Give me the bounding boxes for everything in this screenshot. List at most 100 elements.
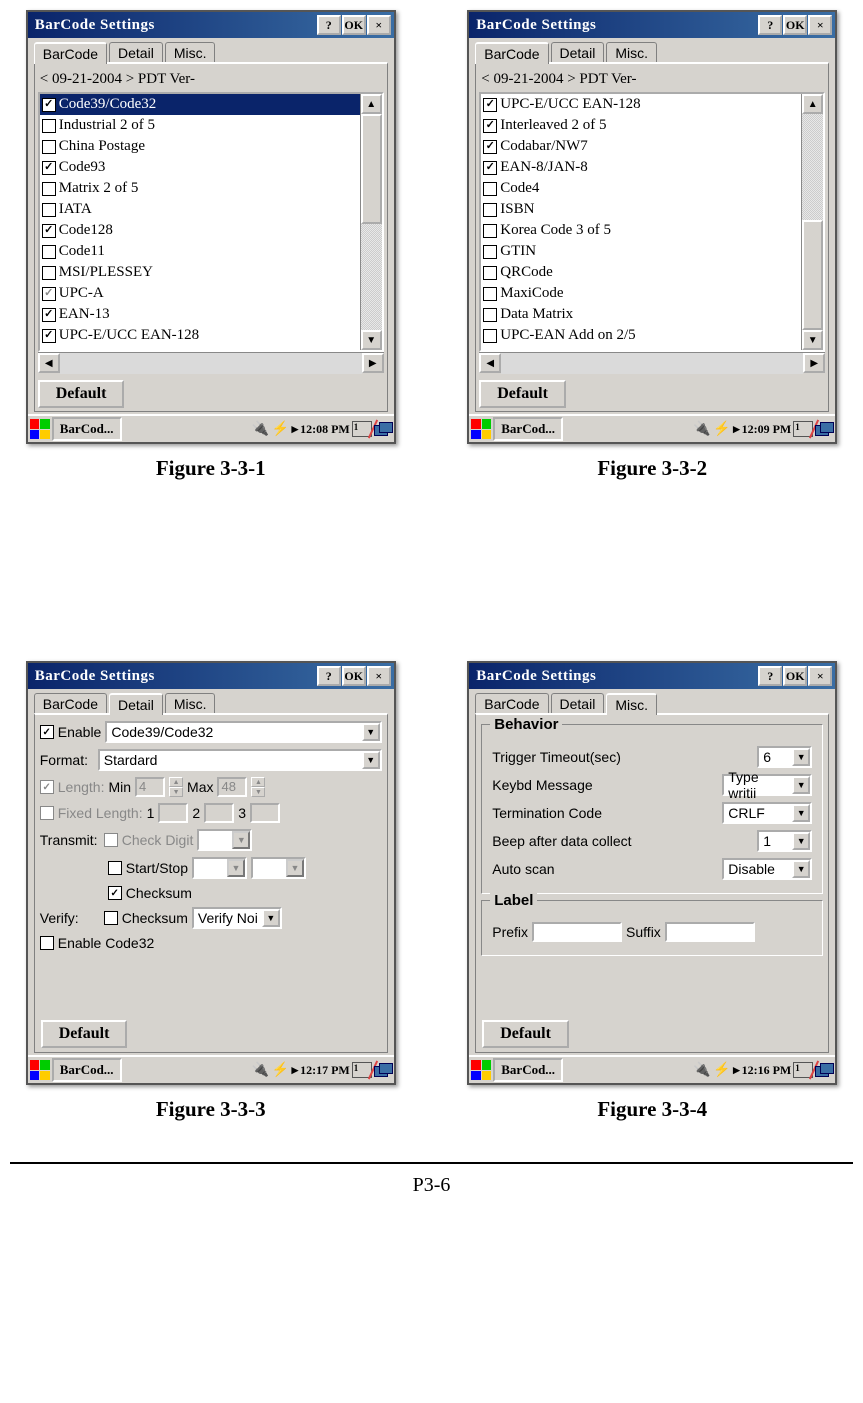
- taskbar-app-button[interactable]: BarCod...: [493, 1058, 563, 1082]
- help-button[interactable]: ?: [758, 15, 782, 35]
- start-icon[interactable]: [30, 1060, 50, 1080]
- tab-detail[interactable]: Detail: [551, 693, 605, 715]
- termination-dropdown[interactable]: CRLF▼: [722, 802, 812, 824]
- list-item[interactable]: Code93: [40, 157, 360, 178]
- close-button[interactable]: ×: [367, 15, 391, 35]
- scroll-up-icon[interactable]: ▲: [802, 94, 823, 114]
- item-checkbox[interactable]: [483, 245, 497, 259]
- keyboard-icon[interactable]: 1: [793, 421, 813, 437]
- default-button[interactable]: Default: [482, 1020, 569, 1048]
- close-button[interactable]: ×: [808, 666, 832, 686]
- tab-misc[interactable]: Misc.: [606, 42, 657, 64]
- start-icon[interactable]: [471, 1060, 491, 1080]
- list-item[interactable]: QRCode: [481, 262, 801, 283]
- tab-barcode[interactable]: BarCode: [475, 42, 548, 64]
- close-button[interactable]: ×: [808, 15, 832, 35]
- list-item[interactable]: UPC-E/UCC EAN-128: [40, 325, 360, 346]
- ok-button[interactable]: OK: [783, 666, 807, 686]
- scroll-down-icon[interactable]: ▼: [361, 330, 382, 350]
- chevron-down-icon[interactable]: ▼: [792, 776, 810, 794]
- taskbar-app-button[interactable]: BarCod...: [52, 1058, 122, 1082]
- list-item[interactable]: Code39/Code32: [40, 94, 360, 115]
- tab-misc[interactable]: Misc.: [606, 693, 657, 715]
- scroll-up-icon[interactable]: ▲: [361, 94, 382, 114]
- scroll-right-icon[interactable]: ▶: [803, 353, 825, 373]
- keyboard-icon[interactable]: 1: [352, 421, 372, 437]
- list-item[interactable]: ISBN: [481, 199, 801, 220]
- tab-misc[interactable]: Misc.: [165, 693, 216, 715]
- list-item[interactable]: Code4: [481, 178, 801, 199]
- list-item[interactable]: Code11: [40, 241, 360, 262]
- checksum-transmit-checkbox[interactable]: [108, 886, 122, 900]
- ok-button[interactable]: OK: [342, 666, 366, 686]
- item-checkbox[interactable]: [42, 182, 56, 196]
- close-button[interactable]: ×: [367, 666, 391, 686]
- item-checkbox[interactable]: [42, 224, 56, 238]
- item-checkbox[interactable]: [483, 329, 497, 343]
- help-button[interactable]: ?: [758, 666, 782, 686]
- horizontal-scrollbar[interactable]: ◀ ▶: [479, 352, 825, 374]
- item-checkbox[interactable]: [483, 203, 497, 217]
- item-checkbox[interactable]: [483, 98, 497, 112]
- list-item[interactable]: MaxiCode: [481, 283, 801, 304]
- tab-detail[interactable]: Detail: [551, 42, 605, 64]
- list-item[interactable]: UPC-EAN Add on 2/5: [481, 325, 801, 346]
- item-checkbox[interactable]: [42, 119, 56, 133]
- ok-button[interactable]: OK: [783, 15, 807, 35]
- list-item[interactable]: UPC-A: [40, 283, 360, 304]
- chevron-down-icon[interactable]: ▼: [262, 909, 280, 927]
- list-item[interactable]: Matrix 2 of 5: [40, 178, 360, 199]
- item-checkbox[interactable]: [483, 266, 497, 280]
- taskbar-app-button[interactable]: BarCod...: [52, 417, 122, 441]
- chevron-down-icon[interactable]: ▼: [362, 751, 380, 769]
- tray-person-icon[interactable]: ⚡: [713, 1061, 731, 1079]
- item-checkbox[interactable]: [42, 308, 56, 322]
- enable-code32-checkbox[interactable]: [40, 936, 54, 950]
- beep-dropdown[interactable]: 1▼: [757, 830, 812, 852]
- suffix-input[interactable]: [665, 922, 755, 942]
- list-item[interactable]: IATA: [40, 199, 360, 220]
- windows-switch-icon[interactable]: [815, 422, 833, 436]
- vertical-scrollbar[interactable]: ▲ ▼: [360, 94, 382, 350]
- code-dropdown[interactable]: Code39/Code32▼: [105, 721, 381, 743]
- chevron-down-icon[interactable]: ▼: [792, 748, 810, 766]
- tab-barcode[interactable]: BarCode: [475, 693, 548, 715]
- scroll-thumb[interactable]: [361, 114, 382, 224]
- scroll-left-icon[interactable]: ◀: [479, 353, 501, 373]
- windows-switch-icon[interactable]: [374, 1063, 392, 1077]
- prefix-input[interactable]: [532, 922, 622, 942]
- help-button[interactable]: ?: [317, 15, 341, 35]
- scroll-left-icon[interactable]: ◀: [38, 353, 60, 373]
- list-item[interactable]: EAN-13: [40, 304, 360, 325]
- item-checkbox[interactable]: [483, 119, 497, 133]
- default-button[interactable]: Default: [479, 380, 566, 408]
- item-checkbox[interactable]: [483, 140, 497, 154]
- list-item[interactable]: EAN-8/JAN-8: [481, 157, 801, 178]
- tab-misc[interactable]: Misc.: [165, 42, 216, 64]
- windows-switch-icon[interactable]: [374, 422, 392, 436]
- vertical-scrollbar[interactable]: ▲ ▼: [801, 94, 823, 350]
- keybd-dropdown[interactable]: Type writii▼: [722, 774, 812, 796]
- help-button[interactable]: ?: [317, 666, 341, 686]
- chevron-down-icon[interactable]: ▼: [792, 804, 810, 822]
- list-item[interactable]: GTIN: [481, 241, 801, 262]
- windows-switch-icon[interactable]: [815, 1063, 833, 1077]
- item-checkbox[interactable]: [483, 182, 497, 196]
- default-button[interactable]: Default: [38, 380, 125, 408]
- list-item[interactable]: UPC-E/UCC EAN-128: [481, 94, 801, 115]
- list-item[interactable]: Codabar/NW7: [481, 136, 801, 157]
- tab-detail[interactable]: Detail: [109, 693, 163, 715]
- item-checkbox[interactable]: [42, 203, 56, 217]
- enable-checkbox[interactable]: [40, 725, 54, 739]
- keyboard-icon[interactable]: 1: [793, 1062, 813, 1078]
- list-item[interactable]: Industrial 2 of 5: [40, 115, 360, 136]
- chevron-down-icon[interactable]: ▼: [792, 832, 810, 850]
- list-item[interactable]: MSI/PLESSEY: [40, 262, 360, 283]
- list-item[interactable]: Korea Code 3 of 5: [481, 220, 801, 241]
- chevron-down-icon[interactable]: ▼: [792, 860, 810, 878]
- item-checkbox[interactable]: [42, 287, 56, 301]
- keyboard-icon[interactable]: 1: [352, 1062, 372, 1078]
- list-item[interactable]: Data Matrix: [481, 304, 801, 325]
- ok-button[interactable]: OK: [342, 15, 366, 35]
- start-stop-checkbox[interactable]: [108, 861, 122, 875]
